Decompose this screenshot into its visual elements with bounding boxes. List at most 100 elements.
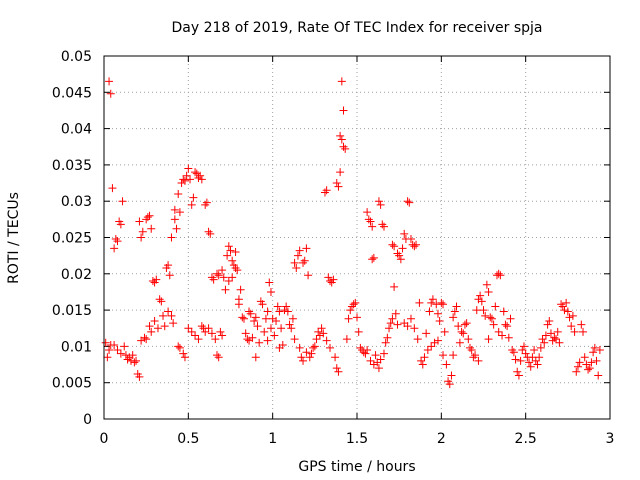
data-point-marker (511, 355, 520, 364)
data-point-marker (266, 324, 275, 333)
data-point-marker (587, 358, 596, 367)
data-point-marker (413, 335, 422, 344)
data-point-marker (152, 275, 161, 284)
data-point-marker (233, 266, 242, 275)
data-point-marker (406, 314, 415, 323)
data-point-marker (191, 168, 200, 177)
data-point-marker (165, 271, 174, 280)
data-point-marker (533, 360, 542, 369)
data-point-marker (422, 329, 431, 338)
data-point-marker (579, 327, 588, 336)
data-point-marker (108, 184, 117, 193)
data-point-marker (536, 343, 545, 352)
data-point-marker (525, 358, 534, 367)
data-point-marker (292, 263, 301, 272)
data-point-marker (550, 333, 559, 342)
data-point-marker (379, 222, 388, 231)
data-point-marker (498, 331, 507, 340)
data-point-marker (385, 324, 394, 333)
data-point-marker (329, 275, 338, 284)
data-point-marker (241, 329, 250, 338)
data-point-marker (174, 342, 183, 351)
data-point-marker (552, 335, 561, 344)
data-point-marker (111, 234, 120, 243)
data-point-marker (250, 316, 259, 325)
data-point-marker (339, 142, 348, 151)
data-point-marker (322, 186, 331, 195)
data-point-marker (334, 182, 343, 191)
data-points (101, 77, 604, 389)
data-point-marker (224, 242, 233, 251)
x-tick-label: 3 (606, 431, 615, 447)
data-point-marker (155, 295, 164, 304)
x-tick-label: 0 (100, 431, 109, 447)
data-point-marker (110, 244, 119, 253)
data-point-marker (290, 335, 299, 344)
data-point-marker (390, 242, 399, 251)
data-point-marker (169, 319, 178, 328)
data-point-marker (191, 331, 200, 340)
data-point-marker (359, 348, 368, 357)
data-point-marker (351, 298, 360, 307)
data-point-marker (337, 135, 346, 144)
data-point-marker (326, 343, 335, 352)
data-point-marker (103, 353, 112, 362)
data-point-marker (263, 307, 272, 316)
data-point-marker (266, 287, 275, 296)
data-point-marker (383, 333, 392, 342)
tick-labels: 0 0.005 0.01 0.015 0.02 0.025 0.03 0.035 0.04 0.0… (52, 49, 615, 447)
data-point-marker (462, 319, 471, 328)
data-point-marker (299, 356, 308, 365)
data-point-marker (120, 342, 129, 351)
data-point-marker (214, 271, 223, 280)
data-point-marker (494, 269, 503, 278)
x-tick-label: 1 (268, 431, 277, 447)
data-point-marker (204, 227, 213, 236)
data-point-marker (228, 273, 237, 282)
data-point-marker (293, 251, 302, 260)
data-point-marker (374, 197, 383, 206)
data-point-marker (535, 353, 544, 362)
data-point-marker (481, 311, 490, 320)
data-point-marker (265, 278, 274, 287)
data-point-marker (415, 298, 424, 307)
data-point-marker (314, 327, 323, 336)
data-point-marker (466, 343, 475, 352)
data-point-marker (145, 211, 154, 220)
data-point-marker (218, 331, 227, 340)
data-point-marker (228, 256, 237, 265)
data-point-marker (582, 360, 591, 369)
data-point-marker (486, 313, 495, 322)
data-point-marker (464, 335, 473, 344)
x-tick-label: 2.5 (515, 431, 537, 447)
x-tick-label: 2 (437, 431, 446, 447)
data-point-marker (214, 353, 223, 362)
y-tick-label: 0.01 (61, 339, 92, 355)
data-point-marker (207, 273, 216, 282)
data-point-marker (471, 351, 480, 360)
data-point-marker (339, 106, 348, 115)
data-point-marker (101, 338, 110, 347)
data-point-marker (452, 302, 461, 311)
data-point-marker (546, 329, 555, 338)
data-point-marker (427, 342, 436, 351)
data-point-marker (207, 329, 216, 338)
data-point-marker (145, 322, 154, 331)
data-point-marker (528, 353, 537, 362)
data-point-marker (447, 371, 456, 380)
data-point-marker (125, 353, 134, 362)
data-point-marker (174, 189, 183, 198)
x-tick-label: 0.5 (177, 431, 199, 447)
data-point-marker (519, 342, 528, 351)
data-point-marker (180, 176, 189, 185)
data-point-marker (332, 179, 341, 188)
data-point-marker (221, 285, 230, 294)
data-point-marker (432, 300, 441, 309)
data-point-marker (172, 224, 181, 233)
y-tick-label: 0.005 (52, 376, 92, 392)
data-point-marker (504, 333, 513, 342)
data-point-marker (223, 251, 232, 260)
data-point-marker (147, 224, 156, 233)
data-point-marker (562, 298, 571, 307)
data-point-marker (336, 131, 345, 140)
